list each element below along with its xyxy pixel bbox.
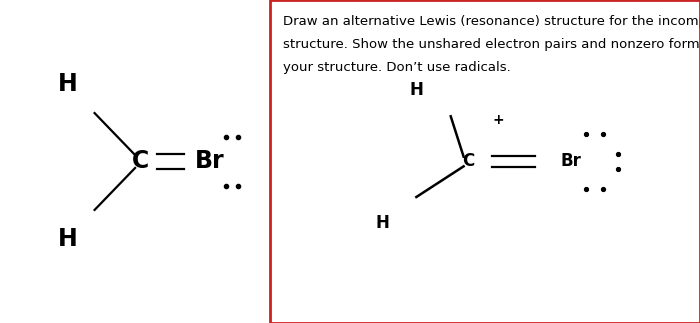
Text: H: H — [410, 81, 424, 99]
Text: structure. Show the unshared electron pairs and nonzero formal charges in: structure. Show the unshared electron pa… — [283, 38, 700, 51]
Text: Br: Br — [195, 150, 224, 173]
Text: H: H — [57, 227, 78, 251]
Text: your structure. Don’t use radicals.: your structure. Don’t use radicals. — [283, 61, 511, 74]
Text: C: C — [132, 150, 149, 173]
Text: +: + — [492, 112, 504, 127]
Text: H: H — [57, 72, 78, 96]
Text: H: H — [375, 214, 389, 232]
Text: Br: Br — [561, 152, 582, 171]
Text: Draw an alternative Lewis (resonance) structure for the incomplete: Draw an alternative Lewis (resonance) st… — [283, 15, 700, 27]
Text: C: C — [462, 152, 474, 171]
